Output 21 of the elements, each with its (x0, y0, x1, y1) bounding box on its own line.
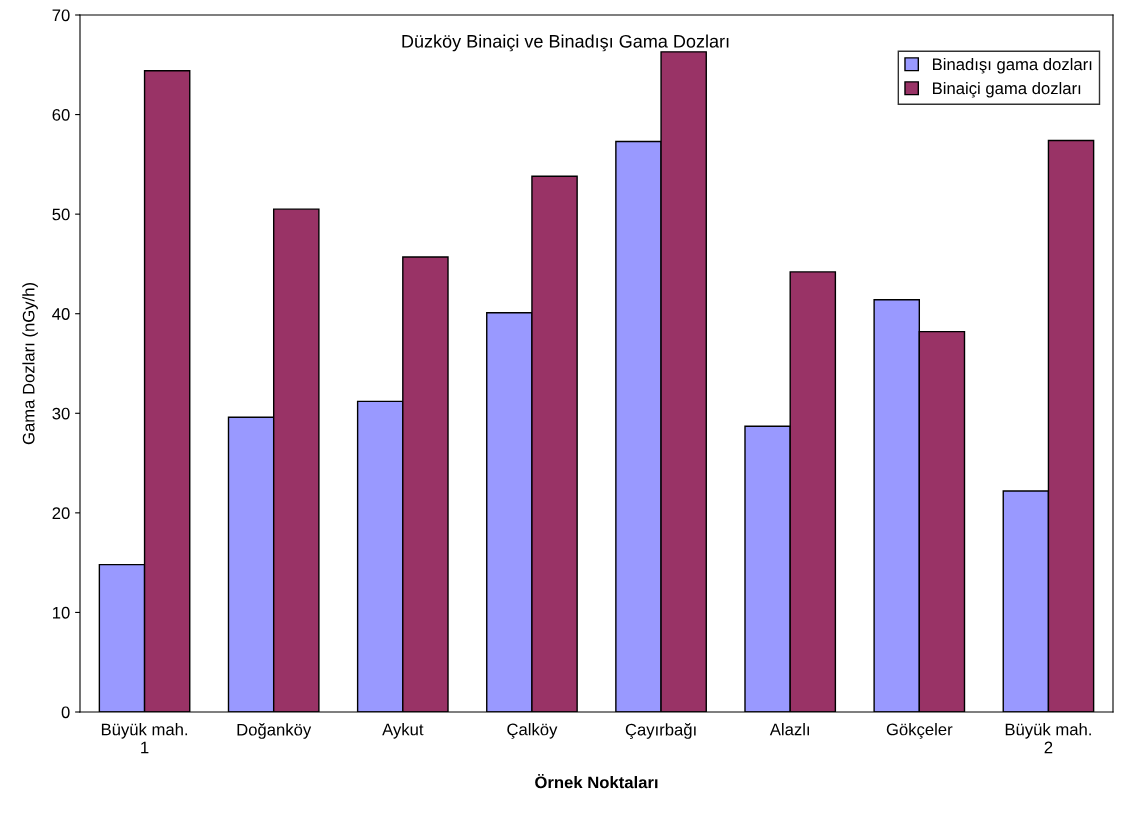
x-tick-label: Büyük mah. 2 (1005, 723, 1091, 754)
y-tick-label: 20 (52, 507, 70, 520)
x-tick-label: Büyük mah. 1 (101, 723, 188, 754)
x-tick-label: Aykut (382, 723, 424, 739)
x-tick-label: Gökçeler (886, 723, 953, 739)
x-tick-label: Alazlı (769, 723, 809, 736)
x-axis-title: Örnek Noktaları (535, 773, 658, 789)
x-tick-label: Çayırbağı (625, 723, 696, 739)
x-tick-label: Doğanköy (237, 723, 312, 739)
legend-label: Binaiçi gama dozları (933, 82, 1081, 98)
x-tick-label: Çalköy (507, 723, 558, 739)
y-tick-label: 60 (52, 108, 70, 121)
y-tick-label: 70 (52, 9, 70, 22)
y-tick-label: 40 (52, 308, 70, 320)
y-tick-label: 10 (53, 606, 70, 619)
y-axis-title: Gama Dozları (nGy/h) (22, 283, 38, 445)
text: Düzköy Binaiçi ve Binadışı Gama Dozları (402, 34, 729, 52)
legend-label: Binadışı gama dozları (933, 57, 1092, 74)
y-tick-label: 30 (52, 407, 70, 420)
y-tick-label: 50 (52, 208, 70, 221)
y-tick-label: 0 (61, 706, 70, 719)
